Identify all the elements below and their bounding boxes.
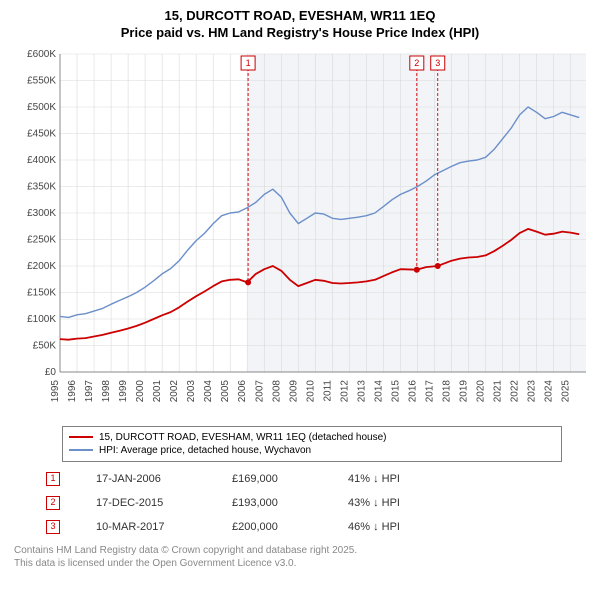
svg-text:£450K: £450K — [27, 128, 56, 139]
title-line1: 15, DURCOTT ROAD, EVESHAM, WR11 1EQ — [14, 8, 586, 25]
svg-text:£400K: £400K — [27, 155, 56, 166]
sale-row: 2 17-DEC-2015 £193,000 43% ↓ HPI — [46, 496, 586, 510]
svg-text:2021: 2021 — [493, 379, 504, 402]
svg-text:2004: 2004 — [203, 379, 214, 402]
svg-text:2005: 2005 — [220, 379, 231, 402]
svg-text:2023: 2023 — [527, 379, 538, 402]
svg-text:£300K: £300K — [27, 208, 56, 219]
svg-text:2010: 2010 — [305, 379, 316, 402]
svg-text:2008: 2008 — [271, 379, 282, 402]
svg-text:£550K: £550K — [27, 75, 56, 86]
svg-text:£50K: £50K — [33, 340, 57, 351]
legend-swatch — [69, 449, 93, 451]
sale-date: 17-JAN-2006 — [96, 473, 196, 485]
title-block: 15, DURCOTT ROAD, EVESHAM, WR11 1EQ Pric… — [14, 8, 586, 42]
sale-price: £193,000 — [232, 497, 312, 509]
svg-text:2017: 2017 — [424, 379, 435, 402]
sale-delta: 41% ↓ HPI — [348, 473, 438, 485]
svg-text:1998: 1998 — [101, 379, 112, 402]
svg-text:2013: 2013 — [356, 379, 367, 402]
svg-text:2020: 2020 — [476, 379, 487, 402]
title-line2: Price paid vs. HM Land Registry's House … — [14, 25, 586, 42]
svg-text:1: 1 — [246, 58, 251, 68]
svg-text:2003: 2003 — [186, 379, 197, 402]
sale-delta: 46% ↓ HPI — [348, 521, 438, 533]
svg-text:2022: 2022 — [510, 379, 521, 402]
svg-text:3: 3 — [435, 58, 440, 68]
svg-text:£600K: £600K — [27, 49, 56, 60]
svg-text:2001: 2001 — [152, 379, 163, 402]
sale-marker-icon: 2 — [46, 496, 60, 510]
svg-text:2006: 2006 — [237, 379, 248, 402]
sale-date: 10-MAR-2017 — [96, 521, 196, 533]
svg-text:£250K: £250K — [27, 234, 56, 245]
sale-row: 3 10-MAR-2017 £200,000 46% ↓ HPI — [46, 520, 586, 534]
svg-text:£150K: £150K — [27, 287, 56, 298]
svg-text:2018: 2018 — [442, 379, 453, 402]
svg-text:2024: 2024 — [544, 379, 555, 402]
legend-item: 15, DURCOTT ROAD, EVESHAM, WR11 1EQ (det… — [69, 431, 555, 444]
footer-note: Contains HM Land Registry data © Crown c… — [14, 544, 586, 570]
sale-price: £169,000 — [232, 473, 312, 485]
svg-text:£350K: £350K — [27, 181, 56, 192]
sale-row: 1 17-JAN-2006 £169,000 41% ↓ HPI — [46, 472, 586, 486]
svg-text:£100K: £100K — [27, 314, 56, 325]
line-chart-svg: £0 £50K £100K £150K £200K £250K £300K £350K £400… — [14, 48, 594, 418]
svg-text:2009: 2009 — [288, 379, 299, 402]
svg-text:2015: 2015 — [390, 379, 401, 402]
svg-text:£500K: £500K — [27, 102, 56, 113]
svg-text:2012: 2012 — [339, 379, 350, 402]
legend-label: 15, DURCOTT ROAD, EVESHAM, WR11 1EQ (det… — [99, 432, 387, 443]
svg-text:2014: 2014 — [373, 379, 384, 402]
svg-text:2016: 2016 — [407, 379, 418, 402]
sale-date: 17-DEC-2015 — [96, 497, 196, 509]
sale-price: £200,000 — [232, 521, 312, 533]
svg-text:£200K: £200K — [27, 261, 56, 272]
svg-text:1997: 1997 — [84, 379, 95, 402]
svg-text:£0: £0 — [45, 367, 57, 378]
legend-box: 15, DURCOTT ROAD, EVESHAM, WR11 1EQ (det… — [62, 426, 562, 462]
svg-text:2011: 2011 — [322, 379, 333, 401]
sale-delta: 43% ↓ HPI — [348, 497, 438, 509]
sales-table: 1 17-JAN-2006 £169,000 41% ↓ HPI 2 17-DEC-201… — [46, 472, 586, 534]
sale-marker-icon: 1 — [46, 472, 60, 486]
svg-text:2000: 2000 — [135, 379, 146, 402]
footer-line2: This data is licensed under the Open Gov… — [14, 557, 586, 570]
footer-line1: Contains HM Land Registry data © Crown c… — [14, 544, 586, 557]
chart-area: £0 £50K £100K £150K £200K £250K £300K £350K £400… — [14, 48, 586, 418]
svg-text:2019: 2019 — [459, 379, 470, 402]
legend-item: HPI: Average price, detached house, Wych… — [69, 444, 555, 457]
legend-swatch — [69, 436, 93, 438]
svg-text:1999: 1999 — [118, 379, 129, 402]
legend-label: HPI: Average price, detached house, Wych… — [99, 445, 311, 456]
svg-text:2025: 2025 — [561, 379, 572, 402]
svg-text:1995: 1995 — [50, 379, 61, 402]
svg-text:1996: 1996 — [67, 379, 78, 402]
sale-marker-icon: 3 — [46, 520, 60, 534]
svg-text:2: 2 — [414, 58, 419, 68]
svg-text:2002: 2002 — [169, 379, 180, 402]
svg-text:2007: 2007 — [254, 379, 265, 402]
chart-container: 15, DURCOTT ROAD, EVESHAM, WR11 1EQ Pric… — [0, 0, 600, 578]
